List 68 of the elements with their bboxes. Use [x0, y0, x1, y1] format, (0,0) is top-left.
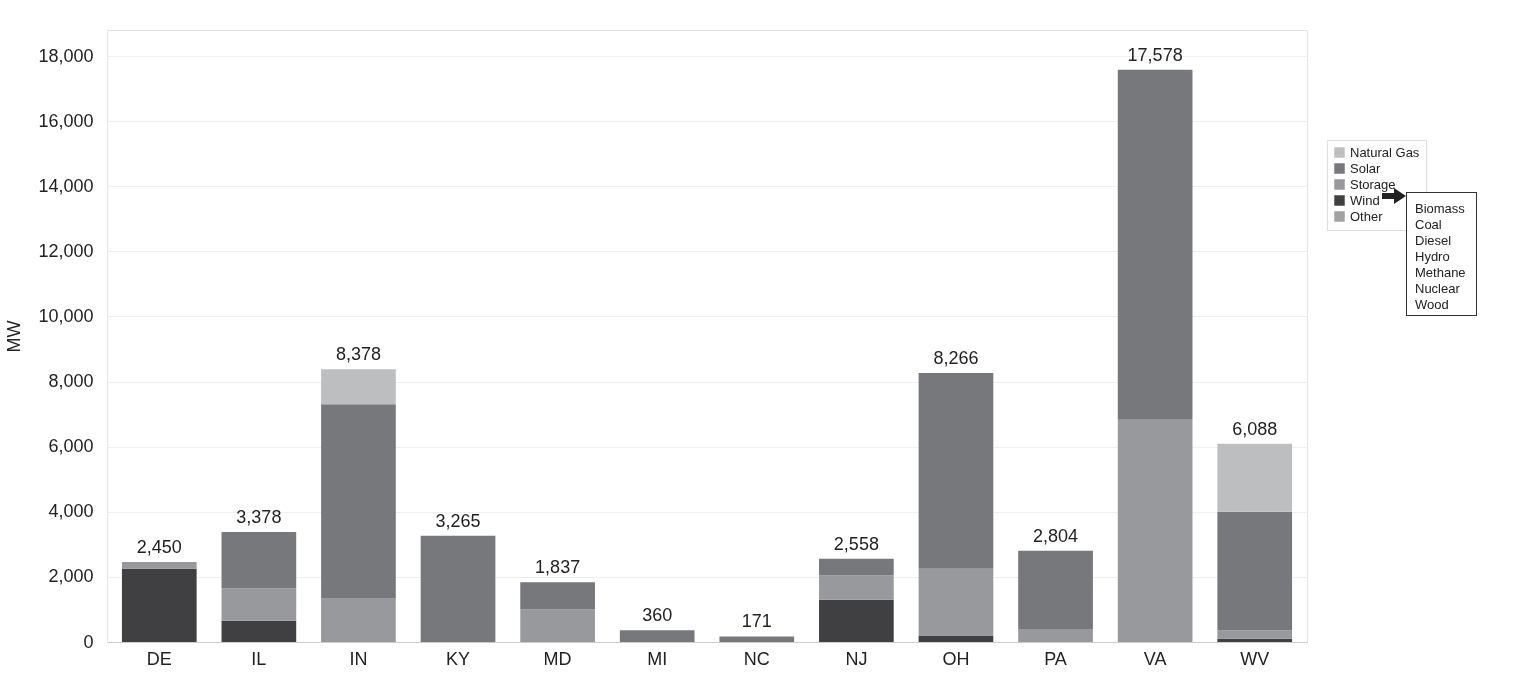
bar: [221, 620, 297, 642]
x-tick-label: DE: [146, 648, 172, 669]
legend-label: Other: [1350, 208, 1384, 224]
bar: [221, 532, 297, 589]
total-label: 6,088: [1232, 418, 1278, 439]
bar: [918, 372, 994, 569]
y-tick-label: 4,000: [48, 501, 94, 522]
x-tick-label: WV: [1240, 648, 1270, 669]
x-tick-label: NC: [743, 648, 770, 669]
bar: [520, 609, 595, 642]
y-tick-label: 8,000: [48, 371, 94, 392]
bar: [121, 568, 197, 642]
x-tick-label: PA: [1044, 648, 1067, 669]
bar: [819, 575, 894, 600]
bar: [420, 535, 496, 642]
bar: [1018, 550, 1093, 629]
total-label: 8,378: [335, 344, 381, 365]
x-tick-label: IN: [349, 648, 368, 669]
bar: [918, 568, 994, 636]
bar: [1117, 419, 1193, 642]
bar: [1217, 511, 1293, 631]
legend-label: Storage: [1350, 176, 1396, 192]
bar: [619, 630, 695, 642]
total-label: 1,837: [535, 557, 581, 578]
y-tick-label: 2,000: [48, 566, 94, 587]
x-tick-label: IL: [251, 648, 267, 669]
total-label: 17,578: [1127, 44, 1183, 65]
bar: [321, 369, 396, 405]
total-label: 8,266: [933, 347, 979, 368]
legend-label: Wind: [1350, 192, 1380, 208]
bar: [321, 598, 396, 642]
bar: [1217, 443, 1293, 512]
x-tick-label: VA: [1143, 648, 1167, 669]
y-tick-label: 14,000: [38, 175, 94, 196]
x-tick-label: NJ: [845, 648, 868, 669]
total-label: 2,450: [136, 537, 182, 558]
total-label: 171: [741, 611, 772, 632]
bar: [819, 599, 894, 642]
bar: [719, 636, 795, 642]
y-tick-label: 6,000: [48, 436, 94, 457]
legend-label: Solar: [1350, 160, 1382, 176]
y-tick-label: 10,000: [38, 305, 94, 326]
bar: [918, 635, 994, 642]
bar: [221, 588, 297, 621]
total-label: 360: [642, 605, 673, 626]
y-axis-title: MW: [4, 320, 25, 353]
x-tick-label: MI: [647, 648, 668, 669]
bar: [819, 558, 894, 576]
x-tick-label: OH: [942, 648, 970, 669]
total-label: 2,804: [1033, 525, 1079, 546]
total-label: 3,265: [435, 510, 481, 531]
y-tick-label: 18,000: [38, 45, 94, 66]
x-tick-label: MD: [543, 648, 572, 669]
bar: [1018, 628, 1093, 642]
total-label: 2,558: [833, 533, 879, 554]
text: Biomass Coal Diesel Hydro Methane Nuclear Wood: [1406, 192, 1477, 316]
bar: [1217, 638, 1293, 642]
legend-label: Natural Gas: [1350, 144, 1420, 160]
x-tick-label: KY: [446, 648, 471, 669]
y-tick-label: 0: [83, 631, 94, 652]
bar: [121, 563, 197, 569]
bar: [1117, 69, 1193, 420]
total-label: 3,378: [236, 507, 282, 528]
bar: [321, 404, 396, 599]
bar: [520, 582, 595, 610]
y-tick-label: 12,000: [38, 240, 94, 261]
y-tick-label: 16,000: [38, 110, 94, 131]
bar: [1217, 630, 1293, 639]
